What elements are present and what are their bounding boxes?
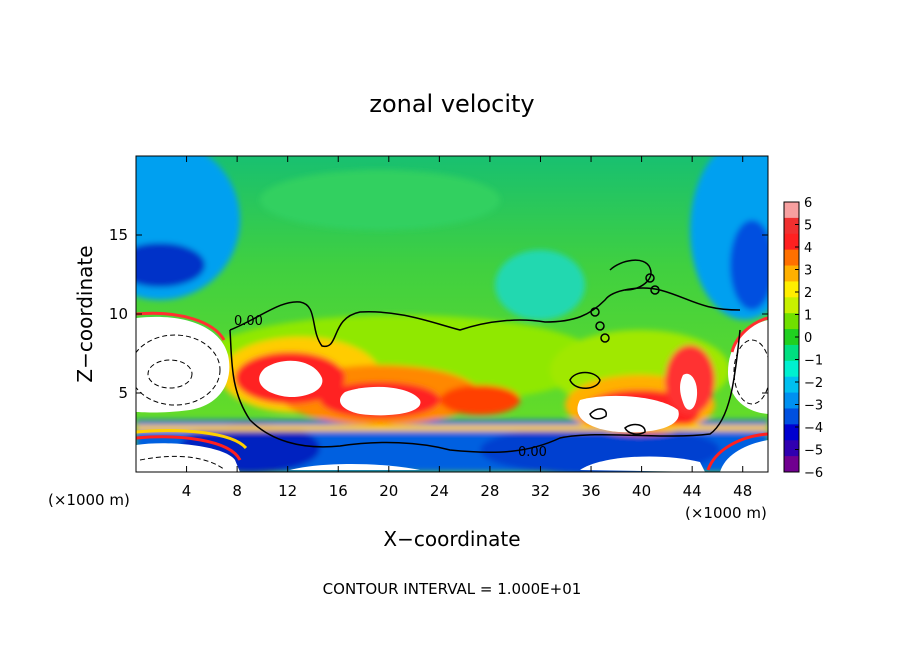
- colorbar-swatch: [784, 297, 799, 314]
- colorbar-tick-label: −4: [804, 421, 823, 436]
- contour-label-lower: 0.00: [518, 445, 547, 460]
- y-axis: 5 10 15: [109, 226, 768, 402]
- x-units-left: (×1000 m): [48, 491, 130, 509]
- x-tick-label: 40: [632, 482, 651, 500]
- contour-label-upper: 0.00: [234, 314, 263, 329]
- colorbar-swatch: [784, 408, 799, 425]
- colorbar-swatch: [784, 265, 799, 282]
- x-tick-label: 48: [733, 482, 752, 500]
- x-units-right: (×1000 m): [685, 504, 767, 522]
- colorbar-swatch: [784, 424, 799, 441]
- colorbar-swatch: [784, 456, 799, 473]
- x-tick-label: 8: [232, 482, 242, 500]
- colorbar-swatch: [784, 344, 799, 362]
- colorbar-tick-label: 2: [804, 286, 812, 301]
- colorbar-tick-label: 0: [804, 331, 812, 346]
- colorbar-swatch: [784, 440, 799, 457]
- colorbar-tick-label: 4: [804, 241, 812, 256]
- y-tick-label: 5: [118, 384, 128, 402]
- colorbar-tick-label: −3: [804, 399, 823, 414]
- x-axis: 4 8 12 16 20 24 28 32 36 40 44 48: [182, 156, 752, 500]
- colorbar-tick-label: 3: [804, 264, 812, 279]
- contour-interval-note: CONTOUR INTERVAL = 1.000E+01: [323, 580, 582, 598]
- colorbar-tick-label: 5: [804, 219, 812, 234]
- colorbar-tick-label: −2: [804, 376, 823, 391]
- dashed-contours: [136, 334, 768, 471]
- chart-title: zonal velocity: [369, 90, 534, 118]
- y-tick-label: 10: [109, 305, 128, 323]
- x-tick-label: 20: [379, 482, 398, 500]
- colorbar-tick-label: −6: [804, 466, 823, 481]
- x-tick-label: 24: [430, 482, 449, 500]
- x-tick-label: 16: [329, 482, 348, 500]
- x-axis-label: X−coordinate: [383, 527, 520, 551]
- colorbar-tick-label: −5: [804, 444, 823, 459]
- colorbar: 6 5 4 3 2 1 0 −1 −2 −3 −4 −5 −6: [783, 196, 823, 481]
- colorbar-swatch: [784, 249, 799, 267]
- colorbar-swatch: [784, 202, 799, 219]
- colorbar-tick-label: −1: [804, 354, 823, 369]
- colorbar-swatch: [784, 233, 799, 251]
- y-axis-label: Z−coordinate: [73, 245, 97, 382]
- colorbar-swatch: [784, 376, 799, 394]
- contour-lines: [229, 259, 741, 453]
- x-tick-label: 12: [278, 482, 297, 500]
- heatmap-field: [136, 156, 768, 472]
- colorbar-tick-label: 6: [804, 196, 812, 211]
- x-tick-label: 36: [581, 482, 600, 500]
- colorbar-swatch: [784, 281, 799, 298]
- colorbar-swatch: [784, 217, 799, 235]
- colorbar-swatch: [784, 392, 799, 409]
- y-tick-label: 15: [109, 226, 128, 244]
- x-tick-label: 28: [480, 482, 499, 500]
- x-tick-label: 4: [182, 482, 192, 500]
- x-tick-label: 32: [531, 482, 550, 500]
- colorbar-swatch: [784, 313, 799, 330]
- colorbar-swatch: [784, 360, 799, 378]
- colorbar-tick-label: 1: [804, 309, 812, 324]
- colorbar-swatch: [784, 329, 799, 346]
- x-tick-label: 44: [683, 482, 702, 500]
